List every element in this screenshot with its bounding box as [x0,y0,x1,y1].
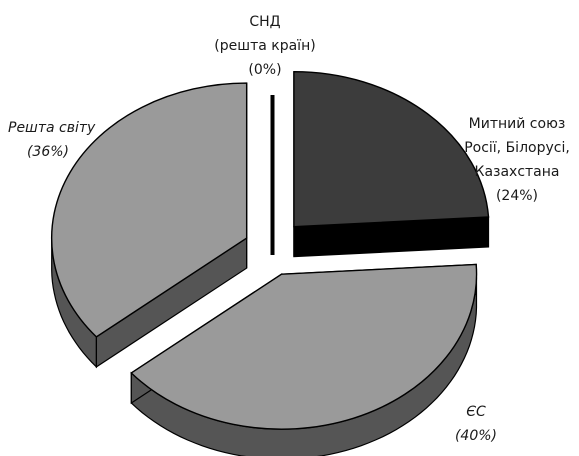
slice-label-line: Росії, Білорусі, [464,140,570,156]
slice-percent: (40%) [454,428,498,444]
slice-percent: (36%) [26,144,70,160]
pie-tops [51,70,490,430]
pie-slice-top [51,82,248,338]
slice-label-eu: ЄС (40%) [446,400,506,448]
slice-label-line: СНД [249,14,281,30]
slice-label-line: (решта країн) [214,38,316,54]
slice-percent: (24%) [495,188,539,204]
slice-label-line: Решта світу [8,120,96,136]
slice-label-rest-of-world: Решта світу (36%) [8,116,96,164]
pie-slice-zero [270,95,275,255]
slice-label-line: Митний союз [468,116,566,132]
slice-label-customs-union: Митний союз Росії, Білорусі, Казахстана … [455,112,579,208]
pie-slice-top [130,263,478,430]
slice-label-cis: СНД (решта країн) (0%) [210,10,320,82]
slice-percent: (0%) [248,62,282,78]
slice-label-line: ЄС [466,404,486,420]
slice-label-line: Казахстана [474,164,560,180]
pie-slice-top [293,70,490,228]
